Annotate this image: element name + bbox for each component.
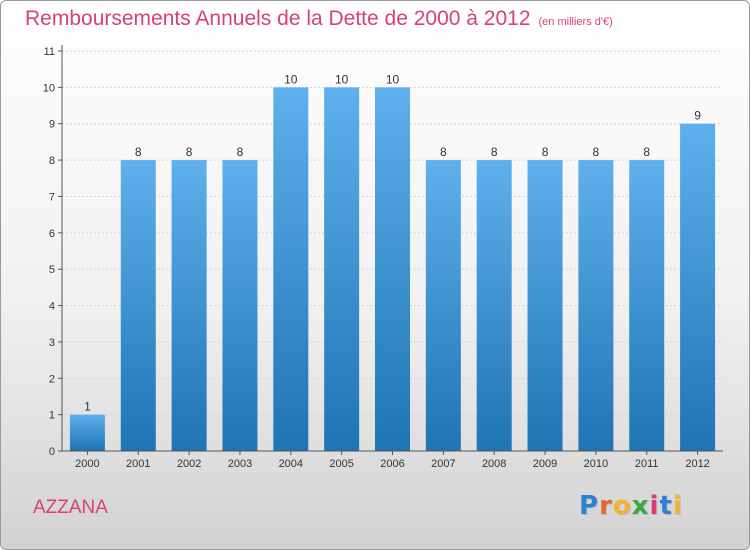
y-tick-label: 0 [49, 446, 55, 458]
bar-2010 [578, 160, 614, 451]
data-label-2011: 8 [643, 145, 650, 159]
y-tick-label: 2 [49, 373, 55, 385]
y-tick-label: 6 [49, 228, 55, 240]
x-tick-label-2005: 2005 [329, 458, 353, 470]
bar-2009 [527, 160, 563, 451]
data-label-2003: 8 [237, 145, 244, 159]
data-label-2008: 8 [491, 145, 498, 159]
y-tick-label: 9 [49, 119, 55, 131]
y-tick-label: 5 [49, 264, 55, 276]
y-tick-label: 1 [49, 410, 55, 422]
y-tick-label: 4 [49, 301, 55, 313]
x-tick-label-2004: 2004 [279, 458, 303, 470]
data-label-2004: 10 [284, 72, 298, 86]
x-tick-label-2006: 2006 [380, 458, 404, 470]
data-label-2012: 9 [694, 109, 701, 123]
y-tick-label: 8 [49, 155, 55, 167]
x-tick-label-2012: 2012 [685, 458, 709, 470]
x-tick-label-2009: 2009 [533, 458, 557, 470]
bar-2004 [273, 87, 309, 451]
y-tick-label: 10 [43, 82, 55, 94]
commune-name: AZZANA [33, 497, 108, 518]
bar-2003 [222, 160, 258, 451]
x-tick-label-2002: 2002 [177, 458, 201, 470]
chart-title-text: Remboursements Annuels de la Dette de 20… [25, 7, 531, 30]
data-label-2006: 10 [386, 72, 400, 86]
logo-letter: o [612, 491, 632, 521]
x-tick-label-2000: 2000 [75, 458, 99, 470]
data-label-2002: 8 [186, 145, 193, 159]
x-tick-label-2007: 2007 [431, 458, 455, 470]
bar-2012 [680, 123, 716, 452]
bar-2006 [375, 87, 410, 451]
data-label-2005: 10 [335, 72, 349, 86]
proxiti-logo[interactable]: Proxiti [579, 491, 683, 521]
chart-title: Remboursements Annuels de la Dette de 20… [25, 7, 613, 31]
data-label-2009: 8 [542, 145, 549, 159]
logo-letter: r [599, 491, 613, 521]
y-tick-label: 3 [49, 337, 55, 349]
data-label-2007: 8 [440, 145, 447, 159]
data-label-2000: 1 [84, 400, 91, 414]
x-tick-label-2010: 2010 [584, 458, 608, 470]
data-label-2010: 8 [593, 145, 600, 159]
axes: 0 1 2 3 4 5 6 7 8 9 10 11 2000 2001 2002 2003 2004 2005 20… [43, 45, 723, 470]
bars [69, 87, 716, 452]
data-labels: 1 8 8 8 10 10 10 8 8 8 8 8 9 [84, 72, 701, 413]
x-tick-label-2001: 2001 [126, 458, 150, 470]
y-tick-label: 7 [49, 191, 55, 203]
y-tick-label: 11 [44, 46, 55, 58]
logo-letter: P [579, 491, 600, 521]
logo-letter: i [672, 491, 683, 521]
bar-2008 [476, 160, 512, 451]
x-tick-label-2008: 2008 [482, 458, 506, 470]
chart-unit: (en milliers d'€) [538, 16, 613, 28]
data-label-2001: 8 [135, 145, 142, 159]
bar-2001 [120, 160, 156, 451]
bar-2005 [324, 87, 360, 451]
bar-2011 [629, 160, 665, 451]
x-tick-label-2003: 2003 [228, 458, 252, 470]
logo-letter: i [649, 491, 660, 521]
bar-2007 [425, 160, 461, 451]
bar-2002 [171, 160, 207, 451]
logo-letter: x [631, 491, 650, 521]
bar-2000 [69, 414, 105, 451]
logo-letter: t [659, 491, 673, 521]
x-tick-label-2011: 2011 [635, 458, 659, 470]
